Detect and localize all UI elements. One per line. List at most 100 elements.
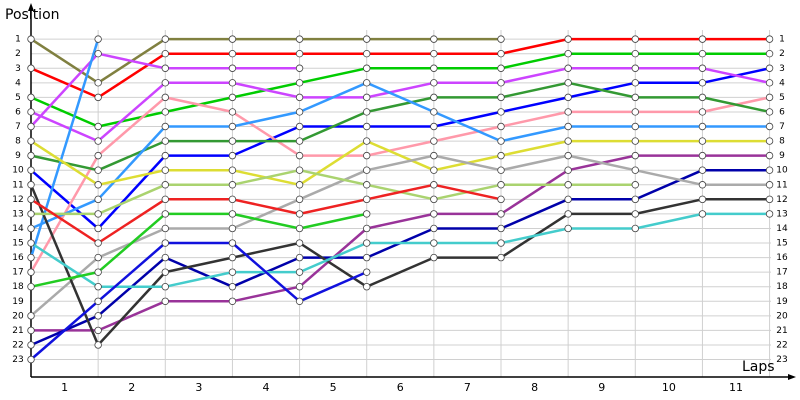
point bbox=[228, 49, 237, 58]
point bbox=[363, 35, 371, 43]
y-tick-label: 16 bbox=[12, 253, 24, 263]
point bbox=[228, 297, 237, 305]
point bbox=[161, 64, 169, 72]
point bbox=[161, 79, 169, 87]
point bbox=[363, 210, 371, 218]
point bbox=[564, 181, 572, 189]
point bbox=[765, 64, 774, 72]
point bbox=[27, 166, 35, 174]
point bbox=[161, 253, 169, 262]
series-line bbox=[30, 183, 502, 245]
point bbox=[631, 49, 639, 58]
y-tick-label: 12 bbox=[12, 195, 23, 205]
point bbox=[497, 253, 505, 262]
point bbox=[698, 93, 707, 102]
point bbox=[497, 239, 505, 247]
x-tick-label: 8 bbox=[531, 381, 538, 394]
point bbox=[94, 151, 102, 160]
point bbox=[228, 268, 237, 276]
point bbox=[94, 35, 102, 43]
point bbox=[94, 79, 102, 87]
y-tick-label-right: 10 bbox=[776, 166, 788, 176]
point bbox=[765, 49, 774, 58]
point bbox=[27, 253, 35, 262]
point bbox=[27, 108, 35, 116]
point bbox=[363, 108, 371, 116]
y-tick-label: 18 bbox=[12, 282, 24, 292]
point bbox=[698, 108, 707, 116]
x-tick-label: 6 bbox=[397, 381, 404, 394]
y-tick-label-right: 13 bbox=[776, 209, 787, 219]
point bbox=[295, 239, 304, 247]
point bbox=[94, 326, 102, 335]
point bbox=[363, 224, 371, 233]
point bbox=[27, 355, 35, 364]
point bbox=[94, 297, 102, 305]
point bbox=[564, 224, 572, 233]
y-tick-label: 6 bbox=[15, 107, 21, 117]
point bbox=[94, 122, 102, 131]
point bbox=[497, 151, 505, 160]
point bbox=[564, 195, 572, 204]
point bbox=[295, 49, 304, 58]
y-tick-label-right: 6 bbox=[779, 107, 785, 117]
point bbox=[94, 283, 102, 291]
series-line bbox=[29, 96, 770, 273]
point bbox=[94, 268, 102, 276]
point bbox=[430, 239, 438, 247]
y-tick-label: 14 bbox=[12, 224, 24, 234]
point bbox=[430, 181, 438, 189]
y-tick-label-right: 1 bbox=[779, 35, 785, 45]
point bbox=[27, 341, 35, 349]
point bbox=[295, 64, 304, 72]
x-tick-label: 1 bbox=[61, 381, 68, 394]
point bbox=[228, 181, 237, 189]
point bbox=[698, 137, 707, 145]
y-tick-label: 13 bbox=[12, 209, 23, 219]
point bbox=[497, 181, 505, 189]
x-tick-label: 9 bbox=[598, 381, 605, 394]
point bbox=[564, 49, 572, 58]
point bbox=[497, 166, 505, 174]
point bbox=[94, 312, 102, 320]
point bbox=[295, 210, 304, 218]
point bbox=[27, 151, 35, 160]
y-tick-label-right: 17 bbox=[776, 268, 787, 278]
point bbox=[363, 64, 371, 72]
point bbox=[363, 239, 371, 247]
series-line bbox=[30, 212, 770, 288]
point bbox=[430, 224, 438, 233]
series-line bbox=[30, 67, 770, 143]
y-tick-label-right: 16 bbox=[776, 253, 788, 263]
point bbox=[631, 181, 639, 189]
point bbox=[94, 239, 102, 247]
point bbox=[497, 35, 505, 43]
point bbox=[430, 210, 438, 218]
point bbox=[295, 93, 304, 102]
y-tick-label-right: 22 bbox=[776, 340, 787, 350]
point bbox=[698, 35, 707, 43]
point bbox=[698, 122, 707, 131]
point bbox=[363, 151, 371, 160]
y-tick-label: 23 bbox=[12, 355, 23, 365]
point bbox=[497, 49, 505, 58]
point bbox=[228, 64, 237, 72]
point bbox=[228, 79, 237, 87]
point bbox=[765, 166, 774, 174]
point bbox=[698, 49, 707, 58]
point bbox=[228, 224, 237, 233]
point bbox=[27, 122, 35, 131]
series-line bbox=[30, 212, 367, 288]
point bbox=[698, 166, 707, 174]
point bbox=[228, 108, 237, 116]
y-tick-label: 22 bbox=[12, 340, 23, 350]
point bbox=[497, 108, 505, 116]
y-tick-label-right: 11 bbox=[776, 180, 787, 190]
series-line bbox=[30, 241, 368, 361]
point bbox=[363, 137, 371, 145]
x-tick-label: 5 bbox=[330, 381, 337, 394]
point bbox=[631, 195, 639, 204]
point bbox=[94, 181, 102, 189]
point bbox=[363, 166, 371, 174]
y-tick-label-right: 14 bbox=[776, 224, 788, 234]
